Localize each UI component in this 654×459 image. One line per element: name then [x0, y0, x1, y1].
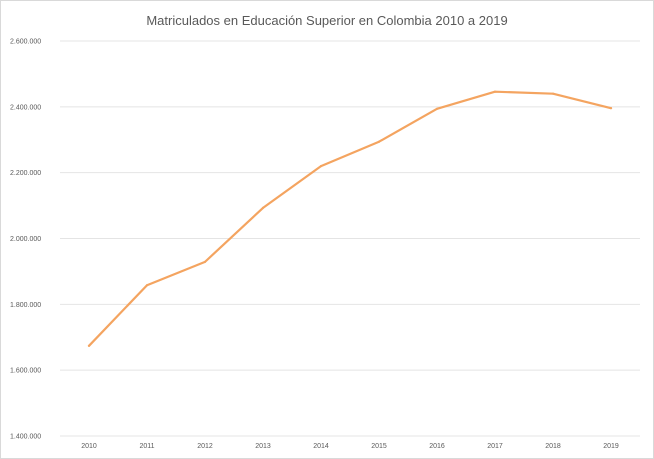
x-tick-label: 2012	[197, 443, 213, 450]
y-tick-label: 2.200.000	[10, 170, 41, 177]
x-tick-label: 2014	[313, 443, 329, 450]
data-point	[319, 164, 323, 168]
series-line-0	[87, 90, 613, 347]
data-point	[203, 260, 207, 263]
chart-title: Matriculados en Educación Superior en Co…	[146, 13, 508, 28]
x-tick-label: 2011	[139, 443, 154, 450]
data-point	[261, 206, 265, 209]
data-point	[609, 107, 613, 110]
x-axis-ticks: 2010 2011 2012 2013 2014 2015 2016 2017 2018 2019	[81, 443, 619, 450]
data-point	[493, 90, 497, 93]
data-point	[435, 107, 439, 110]
y-tick-label: 2.000.000	[10, 236, 41, 243]
y-tick-label: 1.600.000	[10, 368, 41, 375]
y-tick-label: 2.600.000	[10, 39, 41, 46]
data-point	[87, 344, 91, 347]
x-tick-label: 2013	[255, 443, 271, 450]
x-tick-label: 2015	[371, 443, 387, 450]
y-tick-label: 1.800.000	[10, 302, 41, 309]
x-tick-label: 2018	[545, 443, 561, 450]
data-point	[145, 284, 149, 287]
gridlines	[60, 40, 640, 437]
x-tick-label: 2019	[603, 443, 619, 450]
x-tick-label: 2010	[81, 443, 97, 450]
x-tick-label: 2017	[487, 443, 503, 450]
data-point	[551, 92, 555, 95]
y-tick-label: 1.400.000	[10, 434, 41, 441]
data-point	[377, 140, 381, 143]
x-tick-label: 2016	[429, 443, 445, 450]
y-tick-label: 2.400.000	[10, 104, 41, 111]
y-axis-ticks: 1.400.000 1.600.000 1.800.000 2.000.000 2.20…	[10, 39, 41, 441]
series-layer	[87, 90, 613, 347]
